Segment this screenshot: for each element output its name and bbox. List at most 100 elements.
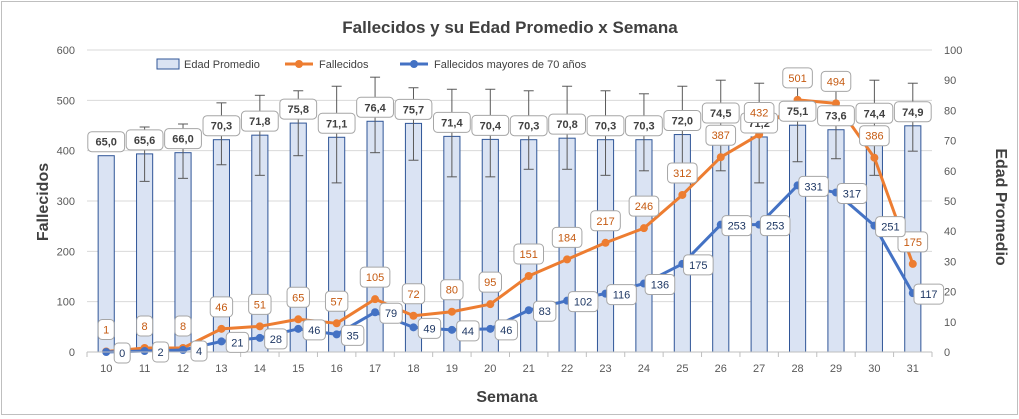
data-label-box: [644, 274, 676, 296]
y-left-tick-label: 500: [57, 95, 75, 107]
data-label-box: [513, 243, 545, 265]
data-label-text: 312: [673, 168, 691, 180]
y-left-tick-label: 600: [57, 45, 75, 57]
fallecidos-data-label: 1: [97, 318, 115, 340]
data-point: [908, 259, 917, 268]
series-line: [106, 98, 915, 353]
data-label-text: 102: [574, 297, 592, 309]
data-label-box: [667, 162, 698, 184]
data-label-box: [628, 195, 660, 217]
bar-data-label: 74,5: [701, 102, 740, 124]
data-label-text: 71,4: [441, 117, 463, 129]
bar: [212, 139, 230, 353]
data-label-text: 317: [843, 188, 861, 200]
fallecidos-data-label: 387: [705, 124, 737, 146]
bar-data-label: 70,3: [509, 115, 548, 137]
data-label-box: [359, 266, 391, 288]
data-label-text: 46: [500, 325, 512, 337]
data-label-text: 116: [613, 290, 631, 302]
data-point: [217, 337, 226, 346]
data-label-box: [548, 113, 587, 135]
data-label-text: 184: [558, 232, 576, 244]
x-tick-label: 10: [100, 363, 112, 375]
data-label-box: [401, 283, 426, 305]
data-point: [255, 322, 264, 331]
data-label-box: [209, 296, 234, 318]
data-label-box: [324, 290, 349, 312]
data-label-text: 4: [196, 346, 202, 358]
y-left-tick-label: 400: [57, 146, 75, 158]
data-label-text: 76,4: [364, 102, 386, 114]
bar-data-label: 73,6: [817, 105, 855, 127]
legend-marker: [295, 60, 303, 68]
mayores70-data-label: 28: [264, 328, 288, 350]
x-tick-label: 26: [715, 363, 727, 375]
data-point: [332, 319, 341, 328]
data-label-text: 432: [750, 108, 768, 120]
data-label-box: [590, 210, 621, 232]
y-left-tick-label: 0: [69, 347, 75, 359]
data-label-box: [456, 320, 480, 342]
data-point: [294, 315, 303, 324]
x-tick-label: 16: [331, 363, 343, 375]
data-label-box: [782, 67, 813, 89]
data-label-text: 8: [180, 321, 186, 333]
fallecidos-data-label: 46: [209, 296, 234, 318]
data-label-text: 51: [254, 299, 266, 311]
y-right-tick-label: 0: [944, 347, 950, 359]
data-label-box: [533, 300, 557, 322]
fallecidos-data-label: 184: [551, 226, 583, 248]
fallecidos-data-label: 8: [136, 315, 154, 337]
data-label-text: 253: [728, 221, 746, 233]
data-label-box: [190, 340, 208, 362]
data-label-box: [394, 98, 433, 120]
data-label-box: [225, 331, 250, 353]
y-right-tick-label: 40: [944, 226, 956, 238]
data-point: [524, 306, 533, 315]
fallecidos-data-label: 80: [440, 279, 464, 301]
data-label-box: [440, 279, 464, 301]
data-label-text: 75,7: [403, 104, 424, 116]
y-right-tick-label: 60: [944, 166, 956, 178]
y-right-tick-label: 90: [944, 75, 956, 87]
data-point: [447, 325, 456, 334]
data-label-box: [152, 341, 170, 363]
data-label-text: 1: [103, 324, 109, 336]
fallecidos-data-label: 246: [628, 195, 660, 217]
mayores70-data-label: 251: [875, 216, 906, 238]
fallecidos-data-label: 95: [478, 271, 502, 293]
data-point: [179, 345, 188, 354]
fallecidos-data-label: 494: [820, 70, 852, 92]
data-label-text: 70,4: [480, 120, 502, 132]
data-label-box: [567, 291, 599, 313]
data-label-box: [551, 226, 583, 248]
data-label-text: 331: [804, 181, 822, 193]
data-label-text: 217: [596, 216, 614, 228]
data-point: [371, 295, 380, 304]
y-left-tick-label: 100: [57, 297, 75, 309]
bar-data-label: 76,4: [356, 96, 394, 118]
data-label-box: [248, 293, 272, 315]
legend-label: Edad Promedio: [184, 59, 260, 71]
data-label-text: 71,8: [249, 116, 270, 128]
axes: 0100200300400500600010203040506070809010…: [57, 45, 963, 375]
data-label-box: [340, 324, 365, 346]
y-right-tick-label: 50: [944, 196, 956, 208]
data-point: [524, 271, 533, 280]
bar-data-label: 71,4: [432, 111, 471, 133]
data-point: [678, 190, 687, 199]
data-label-text: 35: [347, 330, 359, 342]
x-tick-label: 20: [484, 363, 496, 375]
y-right-tick-label: 20: [944, 287, 956, 299]
data-label-text: 95: [484, 277, 496, 289]
mayores70-data-label: 46: [302, 319, 326, 341]
mayores70-data-label: 2: [152, 341, 170, 363]
data-label-text: 74,5: [710, 108, 731, 120]
data-label-box: [743, 102, 775, 124]
data-label-text: 71,1: [326, 118, 347, 130]
data-label-box: [625, 115, 663, 137]
data-label-box: [836, 182, 868, 204]
y-left-tick-label: 200: [57, 246, 75, 258]
data-label-box: [494, 319, 518, 341]
